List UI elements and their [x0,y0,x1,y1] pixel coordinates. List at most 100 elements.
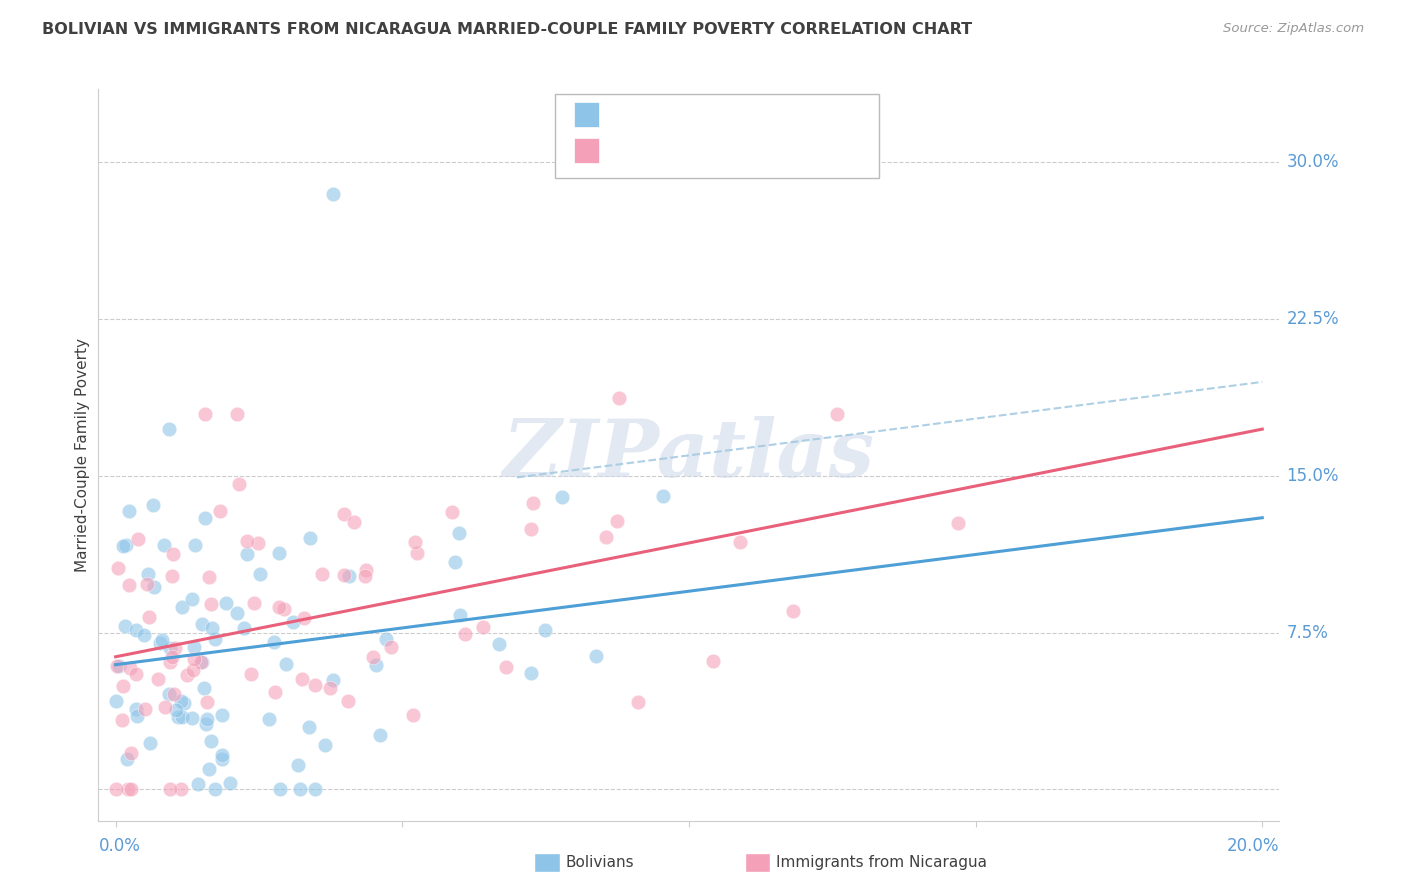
Point [125,708,148,723]
Point [585,648,607,663]
Point [125,666,148,681]
Point [111,714,134,728]
Point [181,711,204,725]
Text: 0.0%: 0.0% [98,837,141,855]
Point [108,659,131,673]
Text: N =: N = [724,141,761,159]
Point [249,566,271,581]
Point [167,710,190,724]
Point [946,516,969,530]
Point [276,657,298,671]
Point [153,700,176,714]
Point [127,532,149,546]
Text: 0.208: 0.208 [644,141,702,159]
Point [142,498,165,512]
Point [550,490,572,504]
Point [472,620,495,634]
Point [298,531,321,545]
Text: 79: 79 [759,105,785,123]
Point [200,734,222,748]
Point [225,407,247,421]
Point [226,607,249,621]
Point [118,577,141,591]
Point [143,580,166,594]
Point [190,656,212,670]
Text: 74: 74 [759,141,785,159]
Point [291,672,314,686]
Point [104,694,127,708]
Point [449,525,471,540]
Text: 0.303: 0.303 [644,105,700,123]
Point [827,407,849,421]
Point [200,597,222,611]
Point [298,721,321,735]
Text: R =: R = [607,105,644,123]
Point [211,752,233,766]
Point [375,632,398,647]
Point [782,604,804,618]
Point [404,535,426,549]
Point [162,547,184,561]
Point [193,681,215,695]
Point [333,507,356,521]
Point [520,666,543,681]
Text: Bolivians: Bolivians [565,855,634,870]
Point [215,596,238,610]
Point [115,752,138,766]
Point [354,568,377,582]
Point [172,600,194,615]
Point [236,533,259,548]
Point [304,678,326,692]
Point [606,514,628,528]
Point [125,702,148,716]
Point [236,548,259,562]
Point [354,563,377,577]
Point [163,641,186,656]
Point [322,186,344,201]
Point [134,628,156,642]
Point [136,577,159,591]
Point [204,782,226,797]
Point [105,658,128,673]
Point [208,503,231,517]
Point [184,538,207,552]
Point [627,695,650,709]
Point [194,511,217,525]
Point [176,668,198,682]
Point [117,782,139,797]
Point [267,546,290,560]
Point [163,687,186,701]
Point [495,660,517,674]
Point [488,637,510,651]
Text: 30.0%: 30.0% [1286,153,1339,171]
Point [138,566,160,581]
Point [104,782,127,797]
Point [153,538,176,552]
Point [233,621,256,635]
Point [343,515,366,529]
Point [173,696,195,710]
Text: R =: R = [607,141,644,159]
Point [401,707,423,722]
Point [267,600,290,615]
Point [194,407,217,421]
Point [157,687,180,701]
Y-axis label: Married-Couple Family Poverty: Married-Couple Family Poverty [75,338,90,572]
Point [191,617,214,632]
Text: 22.5%: 22.5% [1286,310,1339,328]
Text: 15.0%: 15.0% [1286,467,1339,485]
Point [118,660,141,674]
Point [368,728,391,742]
Point [138,610,160,624]
Point [366,658,388,673]
Point [440,505,463,519]
Text: ZIPatlas: ZIPatlas [503,417,875,493]
Point [211,708,233,723]
Point [159,655,181,669]
Point [269,782,291,797]
Point [453,626,475,640]
Point [534,623,557,637]
Point [149,636,172,650]
Point [115,538,138,552]
Point [702,654,724,668]
